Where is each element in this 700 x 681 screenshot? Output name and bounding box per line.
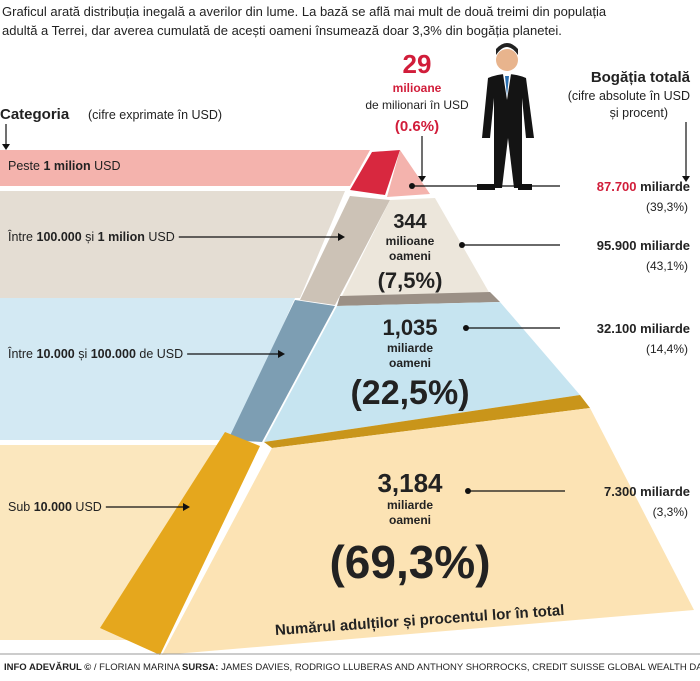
category-part: 1 milion: [98, 230, 145, 244]
category-part: 100.000: [91, 347, 136, 361]
category-part: Sub: [8, 500, 34, 514]
category-part: 10.000: [37, 347, 75, 361]
connector: [5, 122, 687, 492]
tier-count: 3,184: [377, 468, 443, 498]
front-face: [162, 408, 694, 655]
wealth-value: 87.700: [597, 179, 637, 194]
category-part: 10.000: [34, 500, 72, 514]
right-note: (cifre absolute în USD: [568, 89, 690, 103]
side-face: [350, 150, 400, 195]
footer-part: INFO ADEVĂRUL ©: [4, 662, 91, 673]
tier-unit: milioane: [386, 234, 435, 248]
tier-share: (7,5%): [378, 268, 443, 293]
businessman-icon: [477, 43, 534, 190]
top-note: de milionari în USD: [365, 98, 469, 112]
right-title: Bogăția totală: [591, 69, 691, 86]
front-face: [387, 150, 430, 197]
side-face: [228, 300, 335, 442]
wealth-unit: miliarde: [640, 238, 690, 253]
wealth: 32.100 miliarde: [597, 321, 690, 336]
wealth: 95.900 miliarde: [597, 238, 690, 253]
category-part: și: [75, 347, 91, 361]
tier-unit: miliarde: [387, 498, 433, 512]
wealth: 87.700 miliarde: [597, 179, 690, 194]
footer: INFO ADEVĂRUL © / FLORIAN MARINA SURSA: …: [4, 662, 700, 673]
left-note: (cifre exprimate în USD): [88, 108, 222, 122]
wealth-unit: miliarde: [640, 321, 690, 336]
tier-unit: oameni: [389, 249, 431, 263]
intro: Graficul arată distribuția inegală a ave…: [2, 4, 607, 19]
wealth-share: (43,1%): [646, 259, 688, 273]
category-label: Sub 10.000 USD: [8, 500, 102, 514]
tier-unit: miliarde: [387, 341, 433, 355]
wealth-value: 7.300: [604, 484, 637, 499]
top-unit: milioane: [393, 81, 442, 95]
arrowhead: [338, 233, 345, 241]
band: [0, 445, 228, 640]
tier-unit: oameni: [389, 356, 431, 370]
intro: adultă a Terrei, dar averea cumulată de …: [2, 23, 562, 38]
left-title: Categoria: [0, 106, 70, 123]
band: [0, 298, 295, 440]
wealth-share: (14,4%): [646, 342, 688, 356]
band: [0, 191, 345, 298]
category-part: Între: [7, 346, 37, 361]
category-label: Peste 1 milion USD: [8, 159, 121, 173]
side-face: [100, 432, 260, 655]
category-part: USD: [91, 159, 121, 173]
tier-share: (69,3%): [329, 536, 490, 588]
category-part: Între: [7, 229, 37, 244]
right-note: și procent): [610, 106, 668, 120]
front-edge: [337, 292, 500, 306]
category-label: Între 10.000 și 100.000 de USD: [7, 346, 183, 361]
front-face: [264, 302, 580, 442]
front-face: [337, 198, 490, 306]
footer-part: SURSA:: [182, 662, 218, 673]
arrowhead: [2, 144, 690, 494]
category-label: Între 100.000 și 1 milion USD: [7, 229, 175, 244]
tier-count: 344: [393, 211, 427, 233]
side-face: [300, 196, 390, 305]
footer-part: / FLORIAN MARINA: [91, 662, 182, 673]
front-edge: [264, 395, 590, 448]
wealth-share: (39,3%): [646, 200, 688, 214]
tier-share: (22,5%): [350, 374, 469, 412]
tier-count: 1,035: [382, 315, 437, 340]
wealth-share: (3,3%): [653, 505, 688, 519]
top-share: (0.6%): [395, 118, 439, 135]
category-part: și: [82, 230, 98, 244]
category-part: USD: [145, 230, 175, 244]
wealth-unit: miliarde: [640, 484, 690, 499]
wealth-value: 95.900: [597, 238, 637, 253]
footer-part: JAMES DAVIES, RODRIGO LLUBERAS AND ANTHO…: [218, 662, 700, 673]
category-part: USD: [72, 500, 102, 514]
wealth-unit: miliarde: [640, 179, 690, 194]
top-count: 29: [403, 49, 432, 79]
category-part: de USD: [136, 347, 183, 361]
arrowhead: [183, 503, 190, 511]
tier-unit: oameni: [389, 513, 431, 527]
category-part: 1 milion: [43, 159, 90, 173]
category-part: 100.000: [37, 230, 82, 244]
arrowhead: [278, 350, 285, 358]
wealth: 7.300 miliarde: [604, 484, 690, 499]
wealth-value: 32.100: [597, 321, 637, 336]
category-part: Peste: [8, 159, 43, 173]
band: [0, 150, 370, 186]
